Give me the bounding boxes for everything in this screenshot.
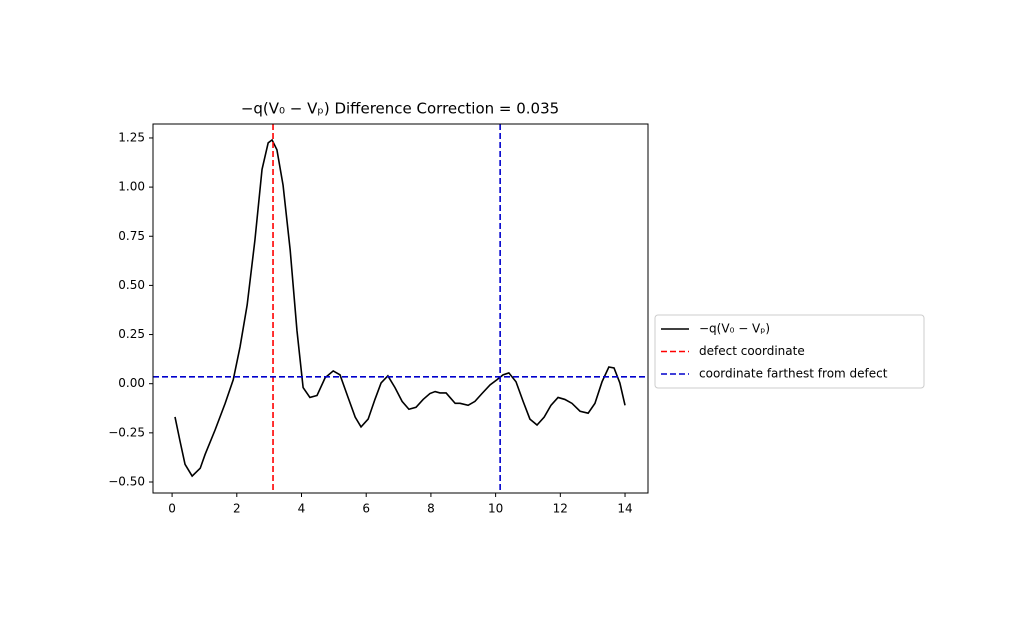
y-tick-label: 0.25 <box>118 327 145 341</box>
y-tick-label: 0.00 <box>118 376 145 390</box>
x-tick-label: 8 <box>427 502 435 516</box>
legend-label: coordinate farthest from defect <box>699 367 888 381</box>
y-tick-label: 1.25 <box>118 130 145 144</box>
x-tick-label: 12 <box>553 502 568 516</box>
y-tick-label: 0.75 <box>118 229 145 243</box>
x-tick-label: 14 <box>617 502 632 516</box>
chart-title: −q(V₀ − Vₚ) Difference Correction = 0.03… <box>241 100 559 118</box>
legend-label: defect coordinate <box>699 344 805 358</box>
y-tick-label: 1.00 <box>118 180 145 194</box>
x-tick-label: 6 <box>362 502 370 516</box>
x-tick-label: 4 <box>298 502 306 516</box>
legend-box <box>654 314 925 389</box>
plot-frame <box>152 123 649 494</box>
x-tick-label: 0 <box>168 502 176 516</box>
x-tick-label: 2 <box>233 502 241 516</box>
y-tick-label: −0.25 <box>108 425 145 439</box>
x-tick-label: 10 <box>488 502 503 516</box>
data-line <box>174 138 626 478</box>
legend-label: −q(V₀ − Vₚ) <box>699 322 770 336</box>
y-tick-label: 0.50 <box>118 278 145 292</box>
y-tick-label: −0.50 <box>108 474 145 488</box>
